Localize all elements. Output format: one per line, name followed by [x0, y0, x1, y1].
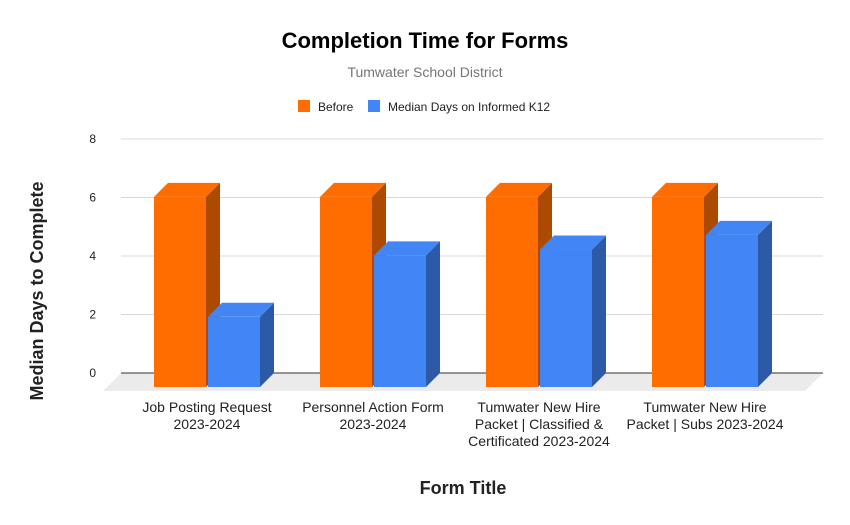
bar-front — [706, 234, 758, 387]
floor-plane — [103, 373, 823, 391]
bar-top — [320, 182, 386, 197]
legend-swatch-informed-k12 — [368, 100, 380, 112]
bars — [154, 182, 772, 387]
y-tick-label: 6 — [89, 191, 96, 205]
y-tick-label: 8 — [89, 132, 96, 146]
bar-informed-k12 — [540, 235, 606, 387]
bar-top — [706, 220, 772, 235]
x-axis-title: Form Title — [420, 478, 507, 498]
legend-label-before: Before — [318, 100, 354, 114]
x-category-label: Personnel Action Form 2023-2024 — [302, 399, 444, 432]
bar-front — [652, 196, 704, 387]
y-axis-title: Median Days to Complete — [27, 181, 47, 400]
bar-informed-k12 — [706, 220, 772, 387]
x-axis-categories: Job Posting Request 2023-2024 Personnel Ac… — [142, 399, 783, 449]
chart-title: Completion Time for Forms — [282, 28, 569, 53]
bar-top — [652, 182, 718, 197]
bar-side — [426, 241, 440, 387]
bar-top — [208, 302, 274, 317]
x-category-label: Job Posting Request 2023-2024 — [142, 399, 271, 432]
bar-front — [320, 196, 372, 387]
bar-before — [154, 182, 220, 387]
bar-front — [208, 316, 260, 387]
bar-front — [154, 196, 206, 387]
bar-side — [758, 220, 772, 387]
bar-informed-k12 — [208, 302, 274, 387]
bar-top — [540, 235, 606, 250]
chart-subtitle: Tumwater School District — [347, 64, 502, 80]
y-tick-label: 0 — [89, 366, 96, 380]
legend-swatch-before — [298, 100, 310, 112]
bar-side — [592, 235, 606, 387]
bar-top — [486, 182, 552, 197]
x-category-label: Tumwater New Hire Packet | Subs 2023-2024 — [627, 399, 784, 432]
bar-front — [486, 196, 538, 387]
legend-label-informed-k12: Median Days on Informed K12 — [388, 100, 550, 114]
bar-informed-k12 — [374, 241, 440, 387]
bar-top — [374, 241, 440, 256]
legend: Before Median Days on Informed K12 — [298, 100, 550, 114]
bar-front — [540, 249, 592, 387]
y-tick-label: 4 — [89, 249, 96, 263]
bar-top — [154, 182, 220, 197]
x-category-label: Tumwater New Hire Packet | Classified & Ce… — [468, 399, 610, 449]
bar-front — [374, 255, 426, 387]
y-axis-ticks: 0 2 4 6 8 — [89, 132, 96, 380]
y-tick-label: 2 — [89, 308, 96, 322]
bar-side — [260, 302, 274, 387]
